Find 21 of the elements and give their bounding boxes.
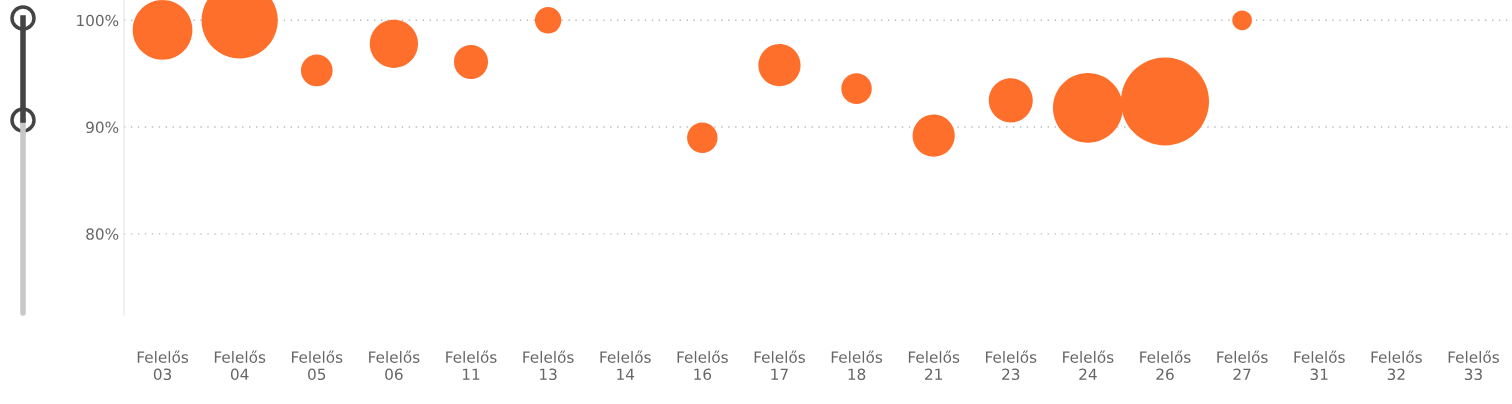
x-tick-label: Felelős 13 [523,350,574,381]
x-tick-label: Felelős 05 [292,350,343,381]
y-tick-label: 90% [86,121,119,134]
x-tick-label: Felelős 24 [1063,350,1114,380]
x-tick-label: Felelős 33 [1448,350,1499,381]
y-tick-label: 80% [86,228,119,240]
x-tick-label: Felelős 06 [369,350,420,381]
x-tick-label: Felelős 03 [137,350,189,381]
x-tick-label: Felelős 18 [831,350,883,381]
x-tick-label: Felelős 04 [214,350,266,381]
x-tick-label: Felelős 17 [754,350,805,380]
x-tick-label: Felelős 16 [677,350,728,381]
x-tick-label: Felelős 14 [600,350,651,380]
x-tick-label: Felelős 27 [1217,350,1268,380]
x-tick-label: Felelős 11 [446,350,497,380]
x-tick-label: Felelős 26 [1140,350,1191,381]
x-tick-label: Felelős 32 [1371,350,1422,381]
x-tick-label: Felelős 21 [908,350,960,380]
x-tick-label: Felelős 31 [1294,350,1345,381]
x-tick-label: Felelős 23 [986,350,1037,381]
y-tick-label: 100% [77,14,119,27]
